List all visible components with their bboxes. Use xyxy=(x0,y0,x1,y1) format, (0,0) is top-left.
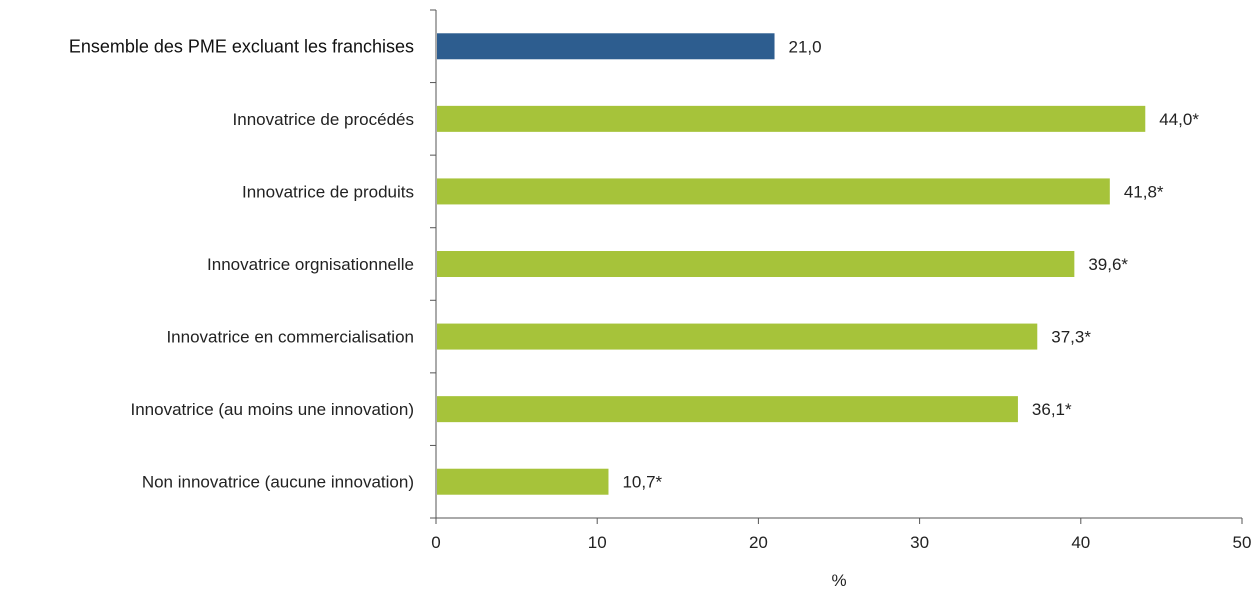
category-label: Ensemble des PME excluant les franchises xyxy=(69,36,414,56)
category-axis xyxy=(430,9,437,519)
bar xyxy=(437,251,1075,277)
category-label: Innovatrice de procédés xyxy=(233,110,414,129)
x-tick-label: 20 xyxy=(749,533,768,552)
x-tick-label: 10 xyxy=(588,533,607,552)
category-label: Innovatrice orgnisationnelle xyxy=(207,255,414,274)
bar xyxy=(437,33,775,60)
category-labels: Ensemble des PME excluant les franchises… xyxy=(69,36,414,491)
category-label: Innovatrice (au moins une innovation) xyxy=(131,400,415,419)
bar xyxy=(437,105,1146,132)
category-label: Innovatrice de produits xyxy=(242,182,414,201)
bars-group xyxy=(437,33,1146,495)
bar xyxy=(437,396,1018,423)
data-label: 21,0 xyxy=(789,37,822,56)
data-label: 44,0* xyxy=(1159,110,1199,129)
bar xyxy=(437,468,609,495)
data-label: 10,7* xyxy=(622,473,662,492)
data-label: 37,3* xyxy=(1051,328,1091,347)
data-label: 41,8* xyxy=(1124,182,1164,201)
data-label: 36,1* xyxy=(1032,400,1072,419)
x-axis-title: % xyxy=(831,571,846,590)
value-labels: 21,0 44,0* 41,8* 39,6* 37,3* 36,1* 10,7* xyxy=(622,37,1199,491)
category-label: Innovatrice en commercialisation xyxy=(166,328,414,347)
data-label: 39,6* xyxy=(1088,255,1128,274)
value-axis: 0 10 20 30 40 50 xyxy=(431,517,1252,552)
x-tick-label: 30 xyxy=(910,533,929,552)
x-tick-label: 0 xyxy=(431,533,440,552)
x-tick-label: 40 xyxy=(1071,533,1090,552)
category-label: Non innovatrice (aucune innovation) xyxy=(142,473,414,492)
bar xyxy=(437,178,1110,205)
bar xyxy=(437,323,1038,350)
x-tick-label: 50 xyxy=(1233,533,1252,552)
